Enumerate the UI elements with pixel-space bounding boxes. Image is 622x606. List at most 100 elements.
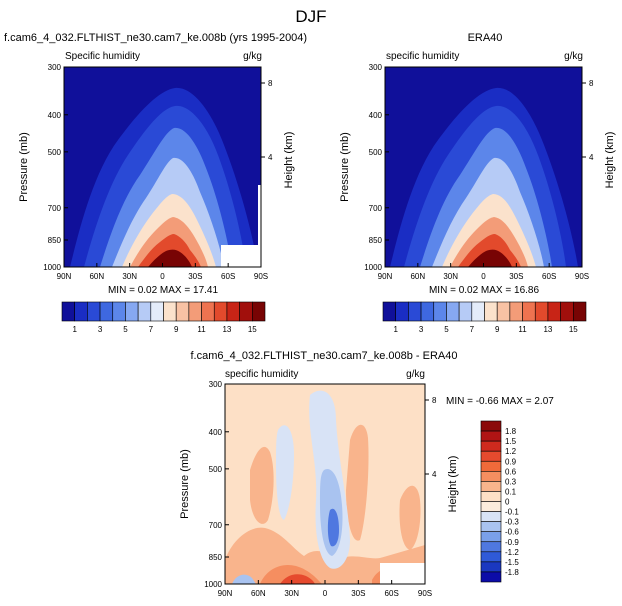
colorbar-label: 1 [72,325,77,334]
colorbar-label: 3 [98,325,103,334]
colorbar-swatch [480,511,502,522]
colorbar-label: -0.3 [505,518,519,527]
panel-obs-ylabel: Pressure (mb) [339,132,351,202]
colorbar-label: 9 [495,325,500,334]
colorbar-swatch [480,551,502,563]
colorbar-label: 0.1 [505,487,517,496]
colorbar-swatch [480,481,502,492]
colorbar-swatch [560,301,574,322]
panel-model-stats: MIN = 0.02 MAX = 17.41 [108,285,218,296]
colorbar-label: 15 [248,325,257,334]
xtick-label: 0 [160,272,165,281]
ytick-label: 300 [209,380,223,389]
colorbar-label: 0.9 [505,457,517,466]
xtick-label: 60S [542,272,556,281]
colorbar-label: -1.5 [505,558,519,567]
colorbar-label: 13 [222,325,231,334]
xtick-label: 60N [251,589,266,598]
xtick-label: 30S [509,272,523,281]
xtick-label: 0 [323,589,328,598]
ytick-label: 500 [209,465,223,474]
xtick-label: 30N [284,589,299,598]
ytick-label: 300 [48,63,62,72]
colorbar-swatch [446,301,460,322]
colorbar-swatch [87,301,101,322]
colorbar-swatch [163,301,177,322]
colorbar-label: 0.3 [505,477,517,486]
colorbar-label: 7 [470,325,475,334]
panel-model: f.cam6_4_032.FLTHIST_ne30.cam7_ke.008b (… [4,32,307,296]
colorbar-label: 15 [569,325,578,334]
colorbar-swatch [433,301,447,322]
xtick-label: 30S [188,272,202,281]
colorbar-label: -0.9 [505,538,519,547]
colorbar-layer: 1 3 5 7 9 11 13 15 1 3 5 7 9 11 13 151.81.51.20.90.60.3… [61,301,587,583]
colorbar-label: 3 [419,325,424,334]
topography-mask-edge [258,185,261,245]
colorbar-swatch [480,561,502,573]
panel-model-units: g/kg [243,51,262,62]
ytick-label: 300 [369,63,383,72]
contour-level-15 [468,249,512,267]
colorbar-label: 5 [444,325,449,334]
xtick-label: 30N [122,272,137,281]
colorbar-swatch [252,301,266,322]
panel-diff: f.cam6_4_032.FLTHIST_ne30.cam7_ke.008b -… [179,350,554,585]
panel-diff-left-label: specific humidity [225,369,298,380]
colorbar-swatch [547,301,561,322]
ytick-label: 700 [209,521,223,530]
panel-obs: ERA40 specific humidity g/kg Pressure (m… [339,32,616,296]
colorbar-swatch [175,301,190,322]
xtick-label: 90N [57,272,72,281]
ytick-label: 850 [369,236,383,245]
colorbar-swatch [471,301,485,322]
ytick-label: 700 [369,204,383,213]
colorbar-swatch [534,301,549,322]
ytick-label: 400 [369,111,383,120]
colorbar-label: 11 [518,325,527,334]
ytick-label: 1000 [364,263,382,272]
colorbar-label: -0.6 [505,528,519,537]
panel-obs-title: ERA40 [468,32,503,44]
xtick-label: 30S [351,589,365,598]
y2tick-label: 8 [589,79,594,88]
panel-model-title: f.cam6_4_032.FLTHIST_ne30.cam7_ke.008b (… [4,32,307,44]
colorbar-swatch [188,301,202,322]
colorbar-swatch [480,531,502,543]
colorbar-swatch [395,301,409,322]
colorbar-swatch [480,471,502,482]
diff-pos-mid-right [346,424,369,541]
xtick-label: 90S [254,272,268,281]
colorbar-label: 9 [174,325,179,334]
ytick-label: 500 [369,148,383,157]
diff-pos-far-right [399,485,421,550]
colorbar-swatch [480,491,502,502]
topography-mask [221,245,261,267]
colorbar-swatch [480,430,502,442]
colorbar-swatch [99,301,114,322]
colorbar-swatch [125,301,139,322]
colorbar-swatch [573,301,587,322]
y2tick-label: 8 [432,396,437,405]
colorbar-swatch [74,301,88,322]
colorbar-swatch [480,501,502,512]
xtick-label: 0 [481,272,486,281]
colorbar-swatch [480,440,502,452]
xtick-label: 90S [575,272,589,281]
y2tick-label: 4 [432,470,437,479]
page-title: DJF [295,7,326,26]
panel-obs-field [385,67,582,267]
panel-diff-units: g/kg [406,369,425,380]
colorbar-swatch [480,541,502,553]
colorbar-swatch [480,571,502,583]
colorbar-swatch [239,301,253,322]
panel-diff-stats: MIN = -0.66 MAX = 2.07 [446,396,554,407]
colorbar-swatch [112,301,126,322]
colorbar-label: 0 [505,498,510,507]
colorbar-swatch [420,301,435,322]
colorbar-swatch [496,301,511,322]
xtick-label: 90N [218,589,233,598]
colorbar-swatch [480,450,502,462]
colorbar-label: 7 [149,325,154,334]
diff-neg-left [276,425,294,520]
